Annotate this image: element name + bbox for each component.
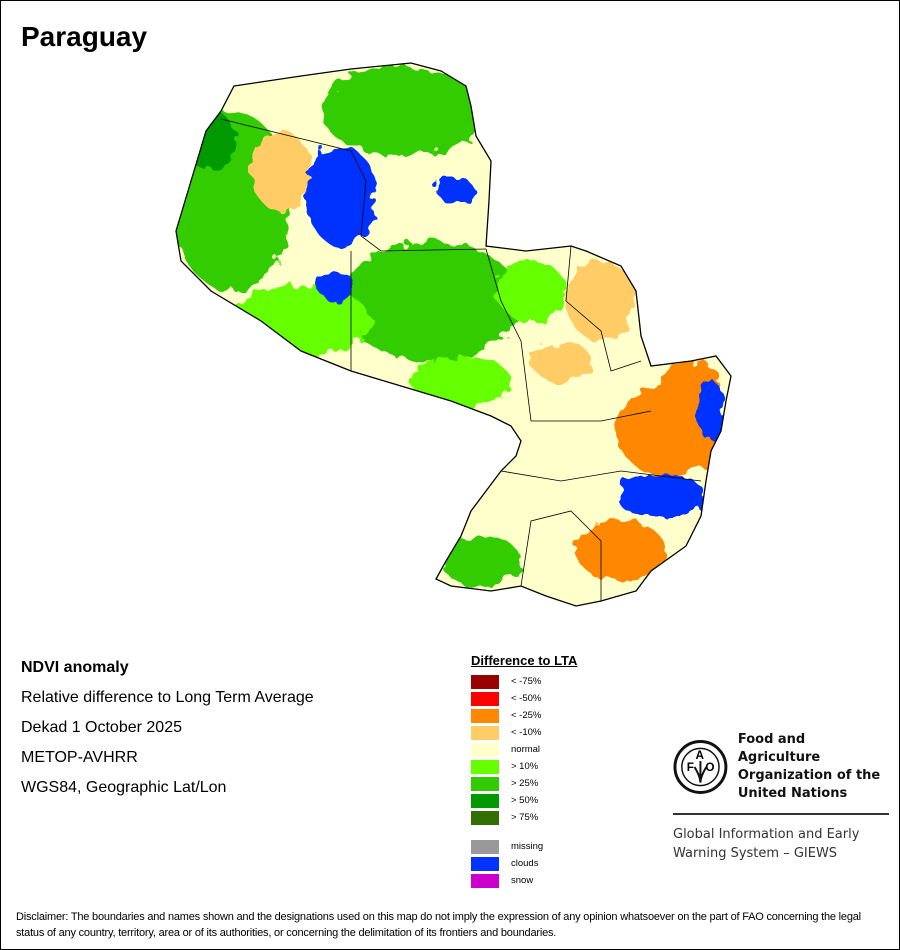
legend-label: normal xyxy=(511,744,541,755)
legend-item: > 10% xyxy=(471,758,577,775)
legend-swatch xyxy=(471,759,499,774)
legend-label: > 10% xyxy=(511,761,539,772)
legend-item: < -75% xyxy=(471,673,577,690)
legend-item: clouds xyxy=(471,855,577,872)
legend-swatch xyxy=(471,742,499,757)
legend-label: snow xyxy=(511,875,534,886)
product-name: NDVI anomaly xyxy=(21,659,129,676)
legend-label: missing xyxy=(511,841,544,852)
legend-label: < -25% xyxy=(511,710,542,721)
fao-emblem-icon: F A O xyxy=(673,740,728,794)
svg-text:O: O xyxy=(705,761,714,774)
product-description: Relative difference to Long Term Average xyxy=(21,689,314,706)
legend-title: Difference to LTA xyxy=(471,653,578,668)
fao-logo-block: F A O Food and Agriculture Organization … xyxy=(673,731,889,863)
legend-label: clouds xyxy=(511,858,539,869)
legend-label: > 50% xyxy=(511,795,539,806)
legend-item: normal xyxy=(471,741,577,758)
legend-item: missing xyxy=(471,838,577,855)
legend-label: > 75% xyxy=(511,812,539,823)
sensor: METOP-AVHRR xyxy=(21,749,138,766)
projection: WGS84, Geographic Lat/Lon xyxy=(21,779,227,796)
legend-swatch xyxy=(471,810,499,825)
legend-swatch xyxy=(471,708,499,723)
legend-item: > 25% xyxy=(471,775,577,792)
map-info: NDVI anomaly Relative difference to Long… xyxy=(21,658,314,808)
legend-label: < -75% xyxy=(511,676,542,687)
giews-line-1: Global Information and Early xyxy=(673,827,860,842)
legend-swatch xyxy=(471,776,499,791)
legend-item: > 75% xyxy=(471,809,577,826)
legend: Difference to LTA < -75% < -50% < -25% < -1… xyxy=(471,653,577,889)
giews-line-2: Warning System – GIEWS xyxy=(673,846,838,861)
legend-swatch xyxy=(471,873,499,888)
svg-text:F: F xyxy=(687,761,694,774)
legend-swatch xyxy=(471,839,499,854)
admin-boundaries xyxy=(220,118,702,601)
ndvi-anomaly-map xyxy=(175,62,732,607)
legend-swatch xyxy=(471,691,499,706)
map-title: Paraguay xyxy=(21,21,148,52)
logo-divider xyxy=(673,813,889,815)
disclaimer: Disclaimer: The boundaries and names sho… xyxy=(16,911,861,939)
period: Dekad 1 October 2025 xyxy=(21,719,182,736)
org-line-1: Food and Agriculture xyxy=(737,732,821,765)
org-line-2: Organization of the xyxy=(737,768,881,783)
legend-label: < -50% xyxy=(511,693,542,704)
legend-item: < -10% xyxy=(471,724,577,741)
legend-swatch xyxy=(471,793,499,808)
legend-item: < -25% xyxy=(471,707,577,724)
legend-item: > 50% xyxy=(471,792,577,809)
legend-swatch xyxy=(471,856,499,871)
legend-swatch xyxy=(471,674,499,689)
legend-swatch xyxy=(471,725,499,740)
legend-label: > 25% xyxy=(511,778,539,789)
legend-item: snow xyxy=(471,872,577,889)
legend-item: < -50% xyxy=(471,690,577,707)
org-line-3: United Nations xyxy=(737,786,848,801)
svg-text:A: A xyxy=(696,749,705,762)
legend-label: < -10% xyxy=(511,727,542,738)
